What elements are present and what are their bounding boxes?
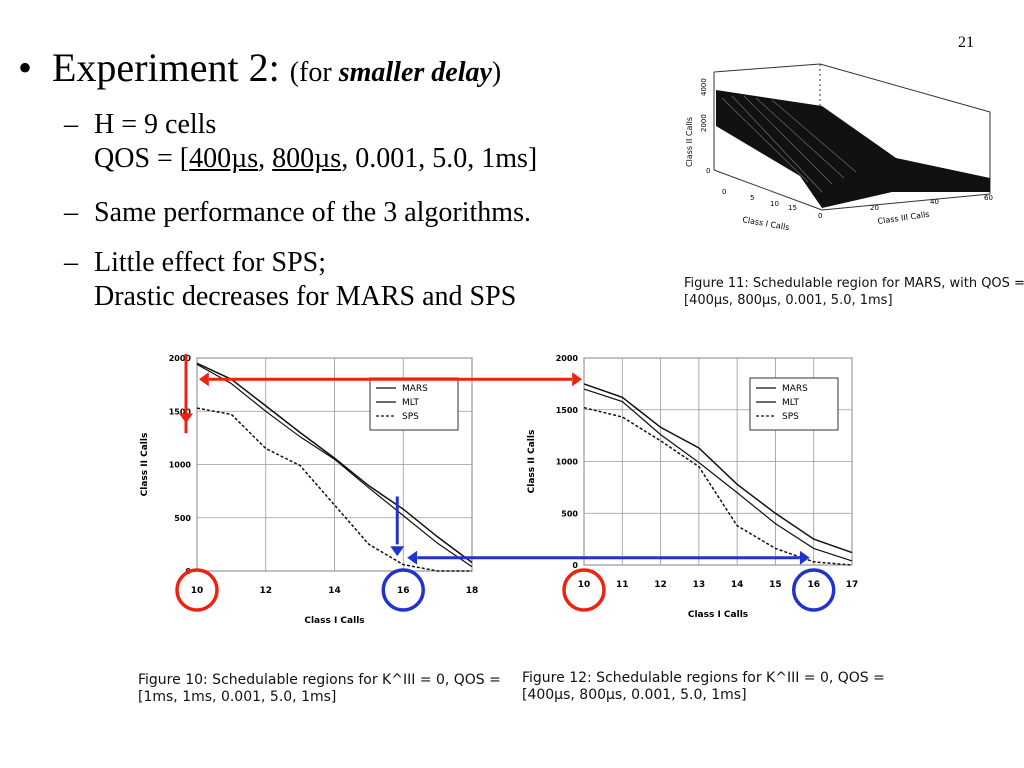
svg-text:15: 15 — [788, 204, 797, 212]
fig12-y-tick-label: 1000 — [556, 458, 579, 467]
fig10-y-axis-label: Class II Calls — [140, 433, 150, 497]
heading-note: (for smaller delay) — [289, 57, 502, 88]
blue-arrowhead-left — [407, 550, 418, 565]
fig10-x-tick-label: 12 — [259, 586, 272, 596]
fig10-y-tick-label: 1000 — [169, 461, 192, 470]
figure11-caption: Figure 11: Schedulable region for MARS, … — [684, 276, 1024, 308]
fig12-x-tick-label: 17 — [846, 580, 859, 590]
blue-circle-right-16 — [791, 568, 836, 612]
fig10-y-tick-label: 2000 — [169, 354, 192, 363]
fig12-x-tick-label: 12 — [654, 580, 667, 590]
blue-vertical-arrowhead — [390, 546, 405, 557]
fig12-x-axis-label: Class I Calls — [688, 610, 748, 620]
red-vertical-arrowhead — [179, 413, 193, 424]
fig10-legend-label-sps: SPS — [402, 412, 419, 422]
fig10-x-tick-label: 16 — [397, 586, 410, 596]
bullet-cells: – H = 9 cells QOS = [400µs, 800µs, 0.001,… — [64, 109, 538, 174]
fig10-x-tick-label: 10 — [191, 586, 204, 596]
svg-text:10: 10 — [770, 200, 779, 208]
fig10-y-tick-label: 1500 — [169, 407, 192, 416]
svg-text:0: 0 — [818, 212, 822, 220]
fig10-x-tick-label: 14 — [328, 586, 341, 596]
fig12-legend-box — [749, 377, 839, 431]
fig10-x-tick-label: 18 — [466, 586, 479, 596]
svg-text:0: 0 — [722, 188, 726, 196]
figure11-surface-plot: Class II Calls 4000 2000 0 0 5 10 15 Cla… — [685, 63, 993, 232]
fig12-x-tick-label: 15 — [769, 580, 782, 590]
fig10-x-axis-label: Class I Calls — [304, 616, 364, 626]
red-arrowhead-right — [572, 372, 582, 387]
fig12-y-tick-label: 2000 — [556, 354, 579, 363]
fig12-y-axis-label: Class II Calls — [527, 430, 537, 494]
bullet-effects: – Little effect for SPS; Drastic decrease… — [64, 247, 517, 312]
figure12-caption: Figure 12: Schedulable regions for K^III… — [522, 670, 885, 703]
fig12-x-tick-label: 16 — [807, 580, 820, 590]
fig10-y-tick-label: 500 — [174, 514, 191, 523]
fig10-legend-label-mlt: MLT — [402, 398, 420, 408]
svg-text:40: 40 — [930, 198, 939, 206]
figure10-caption: Figure 10: Schedulable regions for K^III… — [138, 672, 501, 705]
heading: • Experiment 2: (for smaller delay) — [18, 44, 501, 97]
bullet-same-performance: – Same performance of the 3 algorithms. — [64, 197, 531, 228]
fig12-series-sps — [583, 406, 853, 566]
blue-arrowhead-right — [799, 550, 810, 565]
red-circle-left-10 — [175, 568, 219, 612]
fig12-legend-label-mlt: MLT — [782, 398, 800, 408]
heading-emphasis: smaller delay — [338, 57, 492, 88]
red-arrowhead-left — [199, 372, 209, 387]
fig10-series-sps — [196, 407, 472, 572]
svg-text:60: 60 — [984, 194, 993, 202]
fig12-y-tick-label: 500 — [561, 509, 578, 518]
fig12-x-tick-label: 13 — [693, 580, 706, 590]
bullet-marker: • — [18, 45, 33, 90]
svg-text:5: 5 — [750, 194, 754, 202]
fig12-y-tick-label: 1500 — [556, 406, 579, 415]
svg-text:2000: 2000 — [700, 114, 708, 132]
fig12-x-tick-label: 10 — [578, 580, 591, 590]
svg-text:20: 20 — [870, 204, 879, 212]
slide-number: 21 — [958, 34, 974, 51]
svg-text:0: 0 — [706, 167, 710, 175]
red-circle-right-10 — [562, 568, 606, 612]
fig10-legend-label-mars: MARS — [402, 384, 428, 394]
svg-text:4000: 4000 — [700, 78, 708, 96]
fig12-series-mlt — [583, 388, 853, 562]
fig12-legend-label-sps: SPS — [782, 412, 799, 422]
fig12-series-mars — [583, 383, 853, 554]
fig12-legend-label-mars: MARS — [782, 384, 808, 394]
fig12-x-tick-label: 14 — [731, 580, 744, 590]
heading-title: Experiment 2: — [52, 45, 280, 90]
blue-circle-left-16 — [381, 568, 425, 612]
qos-line: QOS = [400µs, 800µs, 0.001, 5.0, 1ms] — [94, 143, 538, 174]
fig10-series-mlt — [196, 363, 473, 568]
fig10-series-mars — [196, 362, 473, 564]
fig12-x-tick-label: 11 — [616, 580, 629, 590]
figure11-z-label: Class II Calls — [685, 117, 694, 167]
fig12-y-tick-label: 0 — [572, 561, 578, 570]
